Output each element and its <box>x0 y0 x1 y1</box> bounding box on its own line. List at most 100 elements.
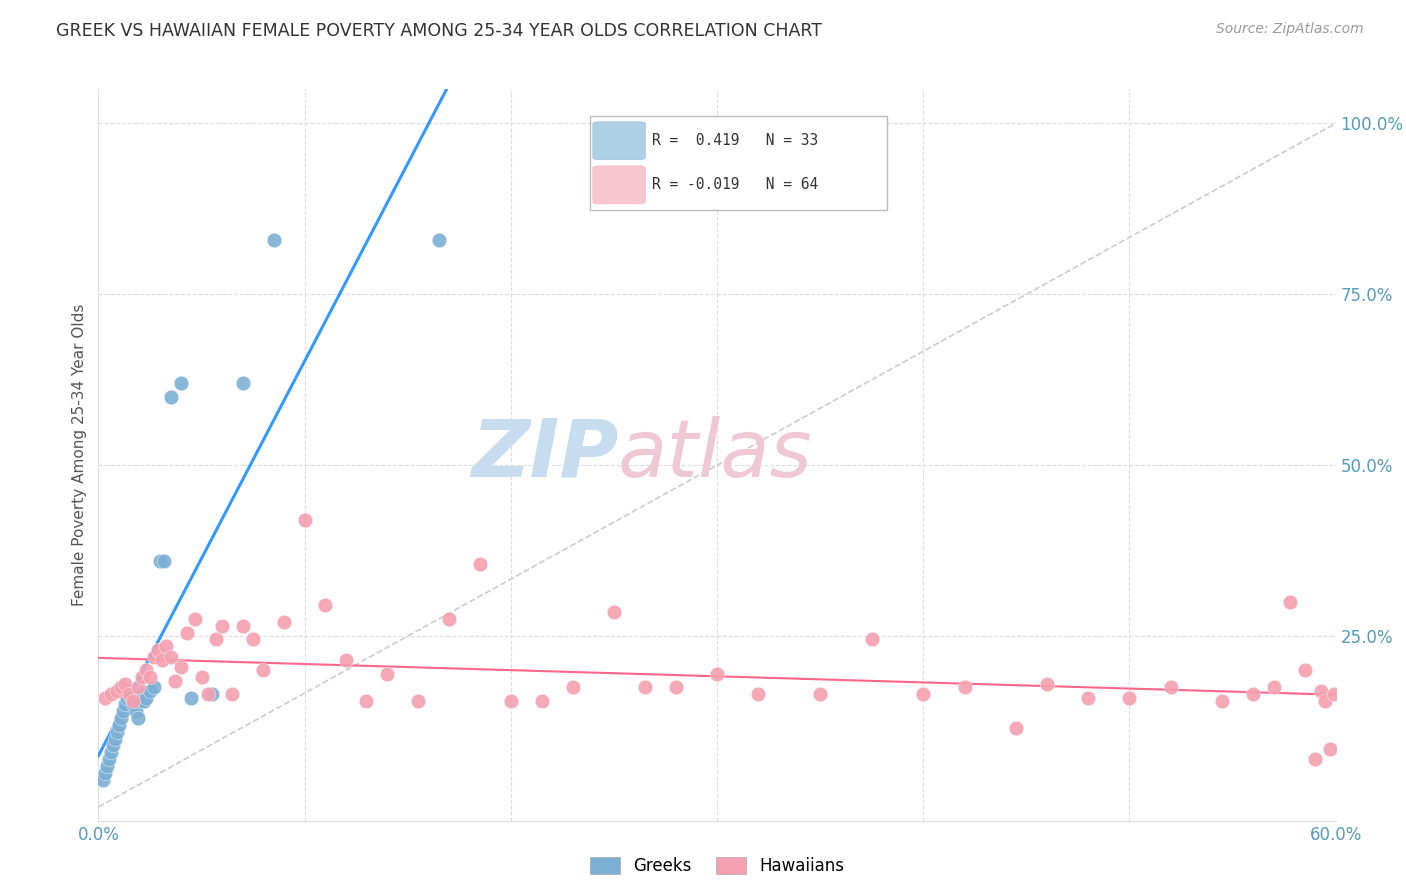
Point <box>356 694 378 708</box>
Point <box>242 632 264 647</box>
Point <box>205 632 228 647</box>
Point <box>159 390 181 404</box>
Point <box>143 649 166 664</box>
Point <box>634 681 657 695</box>
Point <box>93 690 115 705</box>
Point <box>132 694 155 708</box>
Point <box>375 666 398 681</box>
Y-axis label: Female Poverty Among 25-34 Year Olds: Female Poverty Among 25-34 Year Olds <box>72 304 87 606</box>
Point <box>314 599 336 613</box>
Point <box>149 554 172 568</box>
Text: R = -0.019   N = 64: R = -0.019 N = 64 <box>651 178 818 193</box>
Point <box>1303 752 1326 766</box>
Point <box>127 711 149 725</box>
Point <box>97 752 120 766</box>
Point <box>159 649 181 664</box>
Point <box>128 694 150 708</box>
FancyBboxPatch shape <box>589 116 887 210</box>
Point <box>143 681 166 695</box>
Point <box>148 642 170 657</box>
Legend: Greeks, Hawaiians: Greeks, Hawaiians <box>583 850 851 882</box>
Point <box>127 681 149 695</box>
Point <box>100 745 122 759</box>
Point <box>912 687 935 701</box>
Point <box>100 687 122 701</box>
Point <box>1310 683 1333 698</box>
Point <box>603 605 626 619</box>
Point <box>706 666 728 681</box>
Point <box>104 731 127 746</box>
Point <box>163 673 186 688</box>
Point <box>105 724 128 739</box>
Point <box>1211 694 1233 708</box>
Point <box>1319 742 1341 756</box>
Point <box>135 690 157 705</box>
Point <box>176 625 198 640</box>
Point <box>530 694 553 708</box>
Point <box>1279 595 1302 609</box>
Point <box>105 683 128 698</box>
Point <box>1263 681 1285 695</box>
FancyBboxPatch shape <box>593 166 645 204</box>
Point <box>190 670 212 684</box>
Point <box>114 698 136 712</box>
Text: R =  0.419   N = 33: R = 0.419 N = 33 <box>651 133 818 148</box>
Point <box>122 698 145 712</box>
Point <box>221 687 243 701</box>
Point <box>108 718 131 732</box>
Point <box>131 687 153 701</box>
Point <box>294 513 316 527</box>
Point <box>335 653 357 667</box>
Point <box>117 690 139 705</box>
Point <box>665 681 688 695</box>
Point <box>1077 690 1099 705</box>
Point <box>499 694 522 708</box>
Point <box>170 376 193 391</box>
Text: atlas: atlas <box>619 416 813 494</box>
Point <box>110 681 132 695</box>
Point <box>96 759 118 773</box>
Point <box>263 233 285 247</box>
Point <box>273 615 295 630</box>
Point <box>808 687 831 701</box>
Text: GREEK VS HAWAIIAN FEMALE POVERTY AMONG 25-34 YEAR OLDS CORRELATION CHART: GREEK VS HAWAIIAN FEMALE POVERTY AMONG 2… <box>56 22 823 40</box>
Point <box>561 681 583 695</box>
Point <box>135 663 157 677</box>
Point <box>139 670 162 684</box>
Point <box>211 619 233 633</box>
Point <box>197 687 219 701</box>
Point <box>112 704 135 718</box>
Point <box>93 765 115 780</box>
Point <box>180 690 202 705</box>
Point <box>1315 694 1337 708</box>
Point <box>232 619 254 633</box>
Point <box>201 687 224 701</box>
Point <box>153 554 176 568</box>
Point <box>406 694 429 708</box>
Point <box>91 772 114 787</box>
Point <box>101 739 124 753</box>
Point <box>252 663 274 677</box>
Point <box>1160 681 1182 695</box>
Point <box>232 376 254 391</box>
Point <box>118 683 141 698</box>
Point <box>860 632 883 647</box>
Point <box>1294 663 1316 677</box>
Point <box>184 612 207 626</box>
Point <box>114 677 136 691</box>
Text: Source: ZipAtlas.com: Source: ZipAtlas.com <box>1216 22 1364 37</box>
Point <box>131 670 153 684</box>
Point <box>122 694 145 708</box>
Text: ZIP: ZIP <box>471 416 619 494</box>
Point <box>1241 687 1264 701</box>
Point <box>1036 677 1059 691</box>
Point <box>747 687 769 701</box>
Point <box>953 681 976 695</box>
Point <box>1005 722 1028 736</box>
Point <box>427 233 450 247</box>
Point <box>150 653 173 667</box>
Point <box>110 711 132 725</box>
Point <box>1323 687 1346 701</box>
Point <box>139 683 162 698</box>
Point <box>155 640 177 654</box>
